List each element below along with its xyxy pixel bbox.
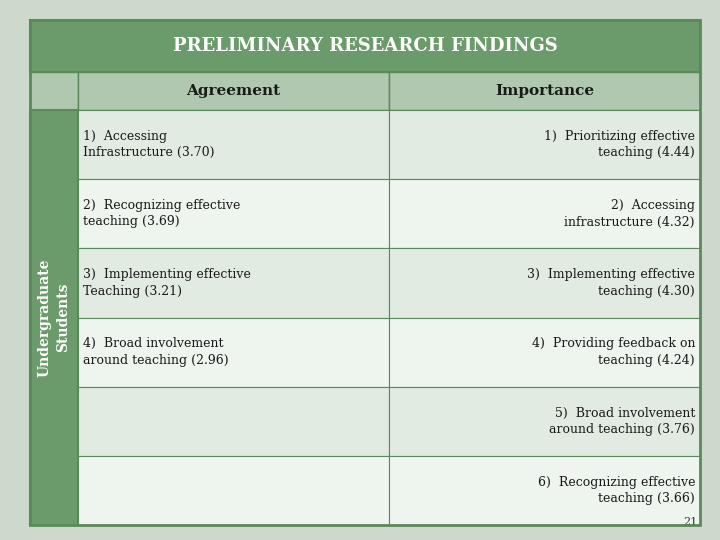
- Text: 3)  Implementing effective
teaching (4.30): 3) Implementing effective teaching (4.30…: [527, 268, 695, 298]
- Bar: [78, 248, 389, 318]
- Text: 1)  Prioritizing effective
teaching (4.44): 1) Prioritizing effective teaching (4.44…: [544, 130, 695, 159]
- Bar: [389, 179, 700, 248]
- Bar: [78, 179, 389, 248]
- Bar: [78, 387, 389, 456]
- Bar: [389, 110, 700, 179]
- Text: 5)  Broad involvement
around teaching (3.76): 5) Broad involvement around teaching (3.…: [549, 407, 695, 436]
- Text: Undergraduate
Students: Undergraduate Students: [37, 258, 71, 377]
- Bar: [30, 72, 78, 110]
- Bar: [389, 248, 700, 318]
- Bar: [389, 72, 700, 110]
- Bar: [30, 20, 700, 72]
- Bar: [78, 456, 389, 525]
- Bar: [30, 110, 78, 525]
- Text: 1)  Accessing
Infrastructure (3.70): 1) Accessing Infrastructure (3.70): [83, 130, 215, 159]
- Text: 21: 21: [684, 517, 698, 527]
- Text: 2)  Accessing
infrastructure (4.32): 2) Accessing infrastructure (4.32): [564, 199, 695, 228]
- Text: 4)  Providing feedback on
teaching (4.24): 4) Providing feedback on teaching (4.24): [531, 338, 695, 367]
- Bar: [389, 456, 700, 525]
- Text: PRELIMINARY RESEARCH FINDINGS: PRELIMINARY RESEARCH FINDINGS: [173, 37, 557, 55]
- Text: 6)  Recognizing effective
teaching (3.66): 6) Recognizing effective teaching (3.66): [538, 476, 695, 505]
- Text: Agreement: Agreement: [186, 84, 281, 98]
- Text: 2)  Recognizing effective
teaching (3.69): 2) Recognizing effective teaching (3.69): [83, 199, 240, 228]
- Bar: [389, 387, 700, 456]
- Bar: [389, 318, 700, 387]
- Text: 4)  Broad involvement
around teaching (2.96): 4) Broad involvement around teaching (2.…: [83, 338, 229, 367]
- Bar: [78, 72, 389, 110]
- Bar: [78, 110, 389, 179]
- Bar: [78, 318, 389, 387]
- Text: 3)  Implementing effective
Teaching (3.21): 3) Implementing effective Teaching (3.21…: [83, 268, 251, 298]
- Text: Importance: Importance: [495, 84, 594, 98]
